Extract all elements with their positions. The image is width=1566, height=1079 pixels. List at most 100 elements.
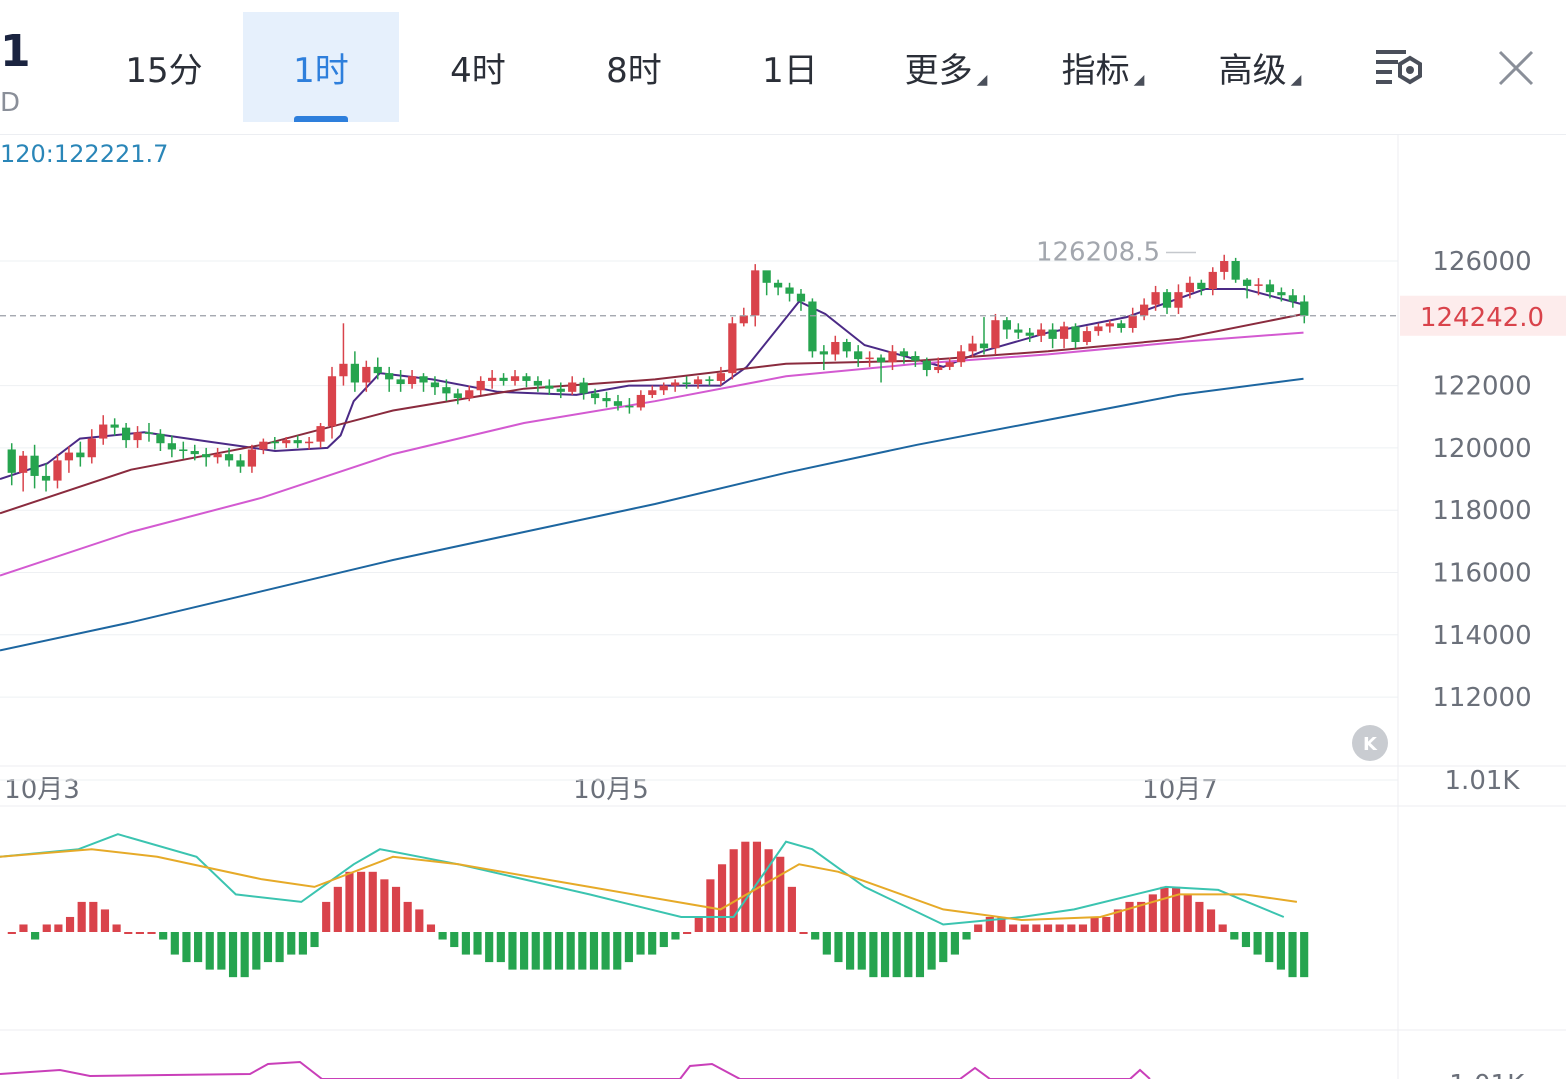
candle-body: [488, 377, 497, 381]
macd-histogram-bar: [729, 849, 738, 932]
candle-body: [1094, 326, 1103, 332]
candle-body: [1288, 295, 1297, 302]
macd-histogram-bar: [706, 879, 715, 932]
tab-4[interactable]: 1日: [712, 12, 868, 122]
candle-body: [979, 343, 989, 349]
y-tick-label: 122000: [1432, 372, 1531, 402]
candle-body: [1014, 329, 1023, 333]
candle-body: [751, 270, 760, 316]
macd-histogram-bar: [787, 886, 796, 932]
candle-body: [476, 380, 485, 391]
moving-average-line: [0, 313, 1304, 515]
macd-histogram-bar: [357, 871, 366, 932]
dropdown-caret-icon: ◢: [976, 72, 988, 88]
candle-body: [350, 363, 359, 383]
moving-average-line: [0, 331, 1304, 577]
macd-histogram-bar: [752, 841, 762, 932]
macd-histogram-bar: [578, 932, 587, 970]
macd-histogram-bar: [880, 932, 890, 978]
candle-body: [1300, 301, 1309, 316]
candle-body: [144, 432, 154, 434]
tab-7[interactable]: 高级 ◢: [1182, 12, 1338, 122]
tab-5[interactable]: 更多 ◢: [868, 12, 1024, 122]
macd-histogram-bar: [380, 879, 389, 932]
chart-settings-icon[interactable]: [1372, 40, 1428, 96]
candle-body: [1208, 271, 1217, 290]
macd-histogram-bar: [322, 901, 331, 932]
candle-body: [522, 376, 531, 381]
macd-histogram-bar: [368, 871, 377, 932]
candle-body: [545, 385, 554, 389]
macd-histogram-bar: [904, 932, 913, 978]
macd-histogram-bar: [1020, 924, 1029, 932]
macd-histogram-bar: [1241, 932, 1251, 948]
candle-body: [1059, 326, 1069, 339]
candle-body: [1242, 279, 1252, 286]
macd-histogram-bar: [263, 932, 273, 963]
candle-body: [831, 341, 840, 355]
candle-body: [1071, 326, 1080, 342]
candle-body: [682, 382, 691, 385]
tab-0[interactable]: 15分: [86, 12, 242, 122]
last-price-label: 124242.0: [1420, 303, 1544, 333]
macd-histogram-bar: [939, 932, 948, 963]
candle-body: [167, 443, 176, 450]
y-tick-label: 126000: [1432, 247, 1531, 277]
candle-body: [991, 320, 1000, 349]
macd-histogram-bar: [1055, 924, 1064, 932]
macd-histogram-bar: [508, 932, 517, 970]
high-price-annotation: 126208.5: [1036, 238, 1160, 268]
close-icon[interactable]: [1488, 40, 1544, 96]
candle-body: [796, 293, 806, 302]
macd-histogram-bar: [77, 901, 86, 932]
price-chart[interactable]: 126000 122000 120000 118000 116000 114000 1120…: [0, 134, 1566, 1079]
macd-histogram-bar: [1183, 894, 1192, 932]
y-tick-label: 1.01K: [1445, 766, 1521, 796]
macd-histogram-bar: [1253, 932, 1262, 955]
candle-body: [430, 382, 440, 388]
tab-3[interactable]: 8时: [556, 12, 712, 122]
macd-histogram-bar: [985, 916, 994, 932]
candle-body: [1220, 261, 1229, 272]
candle-body: [1151, 292, 1160, 305]
timeframe-tab-bar: 1 D 15分 1时 4时 8时 1日 更多 ◢ 指标 ◢ 高级 ◢: [0, 0, 1566, 135]
macd-histogram-bar: [974, 924, 983, 932]
macd-histogram-bar: [1195, 901, 1204, 932]
tab-6[interactable]: 指标 ◢: [1025, 12, 1181, 122]
macd-histogram-bar: [1206, 909, 1216, 932]
macd-histogram-bar: [310, 932, 319, 948]
macd-histogram-bar: [426, 924, 436, 932]
macd-histogram-bar: [228, 932, 238, 978]
candle-body: [373, 366, 382, 374]
candle-body: [968, 343, 977, 352]
macd-histogram-bar: [31, 932, 40, 940]
y-tick-label: -1.01K: [1440, 1070, 1525, 1079]
candle-body: [133, 432, 142, 441]
macd-histogram-bar: [345, 871, 354, 932]
macd-histogram-bar: [1265, 932, 1274, 963]
macd-histogram-bar: [846, 932, 855, 970]
candle-body: [385, 373, 394, 380]
candle-body: [762, 270, 771, 283]
moving-average-line: [0, 288, 1304, 480]
macd-histogram-bar: [298, 932, 307, 955]
macd-histogram-bar: [834, 932, 843, 963]
macd-histogram-bar: [997, 916, 1006, 932]
macd-line: [0, 848, 1298, 922]
dropdown-caret-icon: ◢: [1133, 72, 1145, 88]
macd-histogram-bar: [100, 909, 110, 932]
candle-body: [1140, 304, 1149, 316]
macd-histogram-bar: [65, 916, 75, 932]
tab-2[interactable]: 4时: [400, 12, 556, 122]
macd-histogram-bar: [648, 932, 657, 955]
candle-body: [1185, 282, 1195, 293]
candle-body: [316, 426, 325, 442]
macd-histogram-bar: [741, 841, 750, 932]
candle-body: [293, 440, 302, 444]
candle-body: [1048, 329, 1057, 339]
candle-body: [773, 282, 783, 288]
candle-body: [247, 449, 257, 467]
tab-1[interactable]: 1时: [243, 12, 399, 122]
macd-histogram-bar: [461, 932, 470, 955]
candle-body: [99, 424, 108, 439]
